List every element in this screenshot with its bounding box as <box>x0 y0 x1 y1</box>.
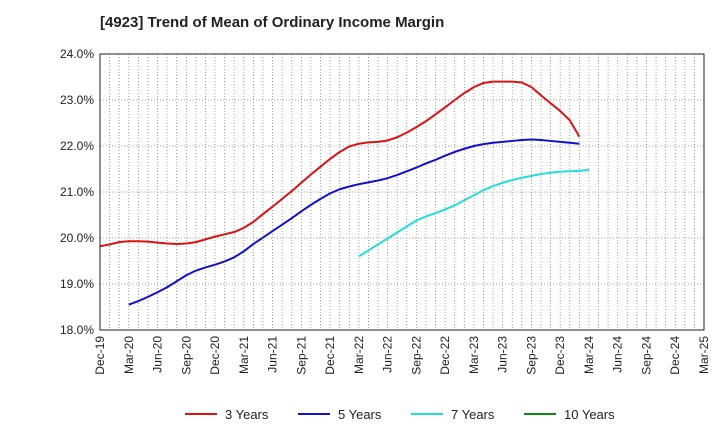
y-tick-label: 21.0% <box>60 185 94 199</box>
legend-label-5-years: 5 Years <box>338 407 382 422</box>
x-tick-label: Sep-20 <box>179 336 193 375</box>
legend-label-10-years: 10 Years <box>564 407 615 422</box>
series-lines <box>99 80 590 306</box>
x-tick-label: Sep-24 <box>639 336 653 375</box>
series-line-3-years <box>99 80 581 248</box>
chart-title: [4923] Trend of Mean of Ordinary Income … <box>100 14 445 31</box>
x-tick-label: Sep-22 <box>409 336 423 375</box>
x-tick-label: Dec-19 <box>93 336 107 375</box>
legend: 3 Years 5 Years 7 Years 10 Years <box>185 407 615 422</box>
x-tick-label: Mar-20 <box>122 336 136 374</box>
x-tick-label: Mar-24 <box>582 336 596 374</box>
y-tick-label: 20.0% <box>60 231 94 245</box>
x-tick-label: Dec-24 <box>668 336 682 375</box>
x-tick-label: Mar-22 <box>352 336 366 374</box>
y-axis-ticks: 18.0% 19.0% 20.0% 21.0% 22.0% 23.0% 24.0% <box>60 47 94 337</box>
y-tick-label: 19.0% <box>60 277 94 291</box>
x-tick-label: Jun-22 <box>381 336 395 373</box>
x-tick-label: Jun-20 <box>151 336 165 373</box>
x-tick-label: Dec-22 <box>438 336 452 375</box>
x-tick-label: Dec-23 <box>553 336 567 375</box>
x-tick-label: Dec-21 <box>323 336 337 375</box>
y-tick-label: 18.0% <box>60 323 94 337</box>
x-tick-label: Mar-23 <box>467 336 481 374</box>
x-tick-label: Dec-20 <box>208 336 222 375</box>
legend-label-3-years: 3 Years <box>225 407 269 422</box>
x-tick-label: Sep-21 <box>294 336 308 375</box>
x-tick-label: Jun-23 <box>496 336 510 373</box>
x-tick-label: Mar-21 <box>237 336 251 374</box>
legend-label-7-years: 7 Years <box>451 407 495 422</box>
y-tick-label: 24.0% <box>60 47 94 61</box>
plot-background <box>100 54 704 330</box>
series-line-7-years <box>358 168 590 258</box>
grid-lines <box>100 54 704 330</box>
y-tick-label: 22.0% <box>60 139 94 153</box>
x-axis-ticks: Dec-19 Mar-20 Jun-20 Sep-20 Dec-20 Mar-21 Jun-… <box>93 336 711 375</box>
x-tick-label: Sep-23 <box>524 336 538 375</box>
x-tick-label: Mar-25 <box>697 336 711 374</box>
series-line-5-years <box>128 138 580 306</box>
y-tick-label: 23.0% <box>60 93 94 107</box>
plot-border <box>99 53 705 331</box>
x-tick-label: Jun-24 <box>611 336 625 373</box>
x-tick-label: Jun-21 <box>266 336 280 373</box>
